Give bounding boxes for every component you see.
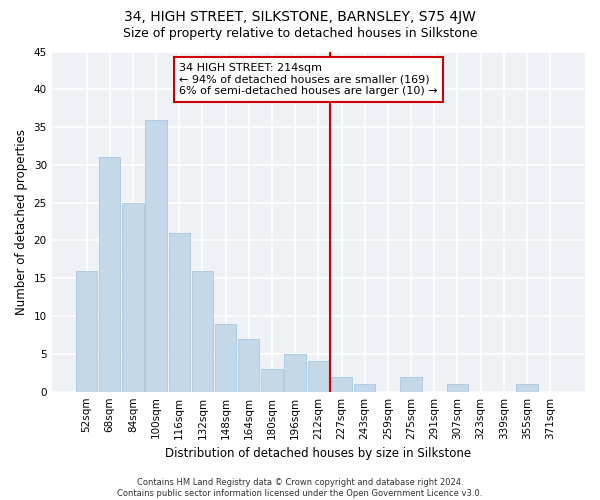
Bar [145,120,167,392]
Bar [76,270,97,392]
Bar [192,270,213,392]
Y-axis label: Number of detached properties: Number of detached properties [15,128,28,314]
Bar [169,233,190,392]
Text: Contains HM Land Registry data © Crown copyright and database right 2024.
Contai: Contains HM Land Registry data © Crown c… [118,478,482,498]
Bar [284,354,306,392]
Bar [516,384,538,392]
Bar [354,384,376,392]
Bar [122,202,143,392]
Text: Size of property relative to detached houses in Silkstone: Size of property relative to detached ho… [123,28,477,40]
Bar [308,362,329,392]
X-axis label: Distribution of detached houses by size in Silkstone: Distribution of detached houses by size … [165,447,472,460]
Bar [215,324,236,392]
Bar [447,384,468,392]
Bar [238,339,259,392]
Text: 34 HIGH STREET: 214sqm
← 94% of detached houses are smaller (169)
6% of semi-det: 34 HIGH STREET: 214sqm ← 94% of detached… [179,63,438,96]
Bar [262,369,283,392]
Text: 34, HIGH STREET, SILKSTONE, BARNSLEY, S75 4JW: 34, HIGH STREET, SILKSTONE, BARNSLEY, S7… [124,10,476,24]
Bar [331,376,352,392]
Bar [99,158,121,392]
Bar [400,376,422,392]
